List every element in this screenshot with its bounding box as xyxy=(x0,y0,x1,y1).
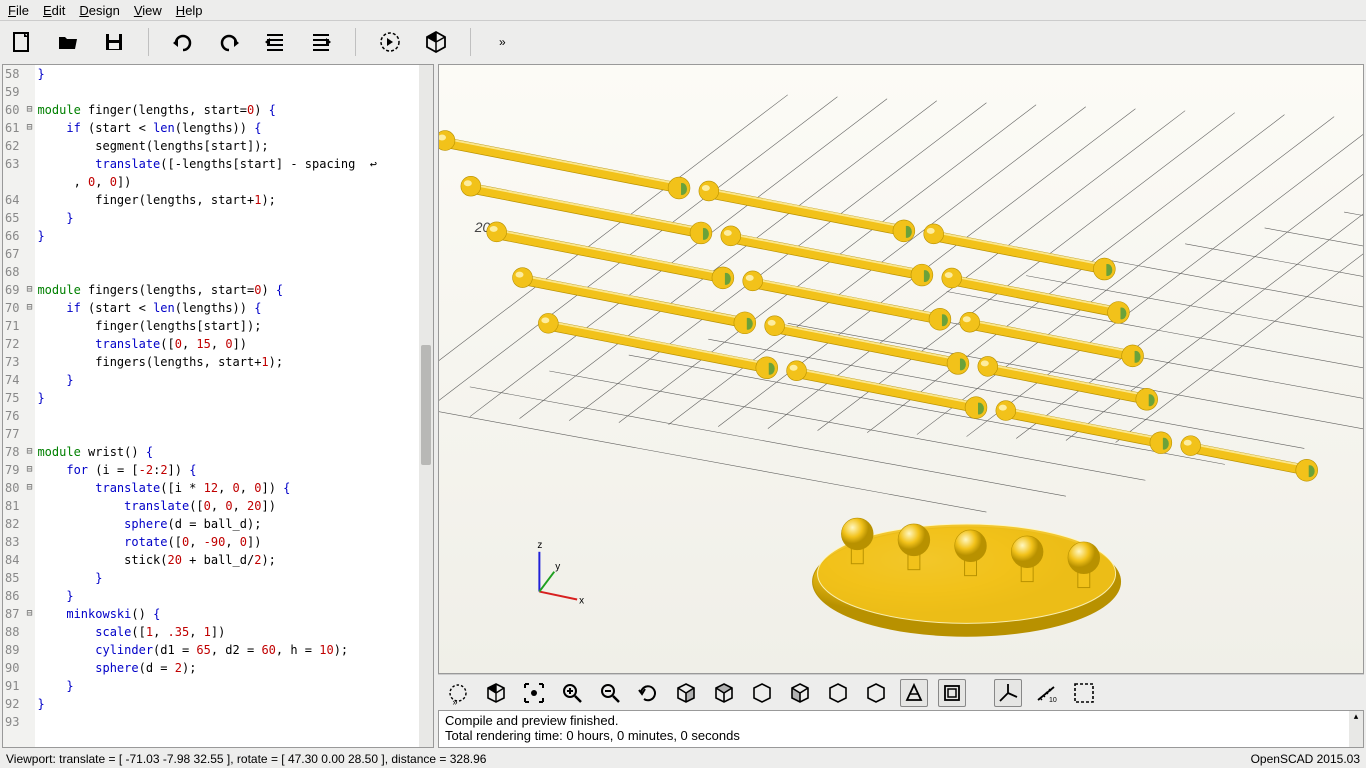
right-view-icon[interactable] xyxy=(672,679,700,707)
line-gutter: 5859606162636465666768697071727374757677… xyxy=(3,65,23,747)
svg-text:10: 10 xyxy=(1049,697,1057,704)
console-scrollbar[interactable]: ▴ xyxy=(1349,711,1363,747)
menu-edit[interactable]: Edit xyxy=(43,3,65,18)
indent-icon[interactable] xyxy=(307,28,335,56)
statusbar: Viewport: translate = [ -71.03 -7.98 32.… xyxy=(0,750,1366,768)
bottom-view-icon[interactable] xyxy=(748,679,776,707)
redo-icon[interactable] xyxy=(215,28,243,56)
svg-text:y: y xyxy=(555,562,560,573)
main-toolbar: » xyxy=(0,20,1366,62)
zoom-out-icon[interactable] xyxy=(596,679,624,707)
console-line-2: Total rendering time: 0 hours, 0 minutes… xyxy=(445,728,1357,743)
orthogonal-icon[interactable] xyxy=(938,679,966,707)
reset-view-icon[interactable] xyxy=(634,679,662,707)
fold-column[interactable]: ⊟⊟⊟⊟⊟⊟⊟⊟ xyxy=(23,65,35,747)
render-icon[interactable] xyxy=(422,28,450,56)
undo-icon[interactable] xyxy=(169,28,197,56)
editor-scrollbar[interactable] xyxy=(419,65,433,747)
view-all-icon[interactable] xyxy=(520,679,548,707)
left-view-icon[interactable] xyxy=(786,679,814,707)
perspective-icon[interactable] xyxy=(900,679,928,707)
code-content[interactable]: }module finger(lengths, start=0) { if (s… xyxy=(35,65,433,747)
console-line-1: Compile and preview finished. xyxy=(445,713,1357,728)
svg-text:z: z xyxy=(537,540,542,551)
version-label: OpenSCAD 2015.03 xyxy=(1251,752,1360,766)
toolbar-overflow-icon[interactable]: » xyxy=(499,35,506,49)
preview-icon[interactable] xyxy=(376,28,404,56)
menubar: File Edit Design View Help xyxy=(0,0,1366,20)
render-canvas: 200zxy xyxy=(439,65,1363,673)
save-file-icon[interactable] xyxy=(100,28,128,56)
unindent-icon[interactable] xyxy=(261,28,289,56)
svg-text:x: x xyxy=(579,595,584,606)
front-view-icon[interactable] xyxy=(824,679,852,707)
top-view-icon[interactable] xyxy=(710,679,738,707)
new-file-icon[interactable] xyxy=(8,28,36,56)
back-view-icon[interactable] xyxy=(862,679,890,707)
render-cube-icon[interactable] xyxy=(482,679,510,707)
menu-design[interactable]: Design xyxy=(79,3,119,18)
show-axes-icon[interactable] xyxy=(994,679,1022,707)
3d-viewport[interactable]: 200zxy xyxy=(438,64,1364,674)
console: Compile and preview finished. Total rend… xyxy=(438,710,1364,748)
preview-icon-2[interactable]: » xyxy=(444,679,472,707)
menu-file[interactable]: File xyxy=(8,3,29,18)
show-scale-icon[interactable]: 10 xyxy=(1032,679,1060,707)
show-crosshairs-icon[interactable] xyxy=(1070,679,1098,707)
zoom-in-icon[interactable] xyxy=(558,679,586,707)
menu-view[interactable]: View xyxy=(134,3,162,18)
viewport-info: Viewport: translate = [ -71.03 -7.98 32.… xyxy=(6,752,486,766)
code-editor[interactable]: 5859606162636465666768697071727374757677… xyxy=(2,64,434,748)
open-file-icon[interactable] xyxy=(54,28,82,56)
menu-help[interactable]: Help xyxy=(176,3,203,18)
viewport-toolbar: » 10 xyxy=(438,674,1364,710)
